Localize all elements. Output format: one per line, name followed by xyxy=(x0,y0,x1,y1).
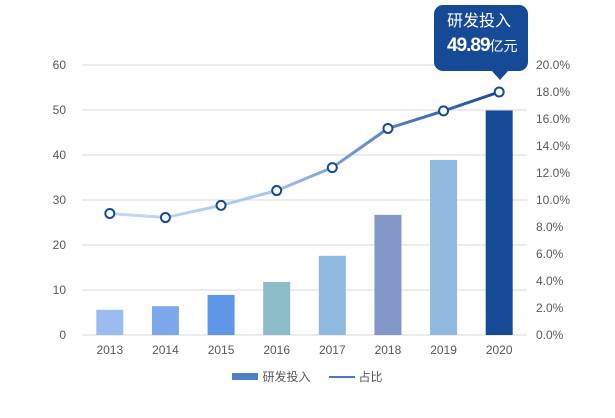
bar-2015[interactable] xyxy=(207,294,235,335)
x-axis-tick: 2014 xyxy=(152,343,179,357)
bar-2013[interactable] xyxy=(96,309,124,335)
x-axis-tick: 2020 xyxy=(486,343,513,357)
legend-line-label: 占比 xyxy=(358,370,383,384)
right-axis-tick: 12.0% xyxy=(536,166,570,180)
right-axis-tick: 4.0% xyxy=(536,274,564,288)
right-axis-tick: 6.0% xyxy=(536,247,564,261)
line-point-2019[interactable] xyxy=(438,105,450,117)
right-axis-tick: 14.0% xyxy=(536,139,570,153)
right-axis-tick: 16.0% xyxy=(536,112,570,126)
right-axis-tick: 2.0% xyxy=(536,301,564,315)
left-axis-tick: 0 xyxy=(59,328,66,342)
right-axis-tick: 18.0% xyxy=(536,85,570,99)
line-point-2016[interactable] xyxy=(271,185,283,197)
left-axis-tick: 20 xyxy=(53,238,67,252)
tooltip-number: 49.89 xyxy=(447,35,491,56)
legend-item-bar[interactable]: 研发投入 xyxy=(232,368,311,385)
chart-legend: 研发投入 占比 xyxy=(0,368,615,385)
x-axis-tick: 2016 xyxy=(263,343,290,357)
right-axis-tick: 20.0% xyxy=(536,58,570,72)
legend-bar-label: 研发投入 xyxy=(262,370,311,384)
legend-item-line[interactable]: 占比 xyxy=(328,368,383,385)
left-axis-tick: 60 xyxy=(53,58,67,72)
line-point-2015[interactable] xyxy=(215,199,227,211)
right-axis-tick: 0.0% xyxy=(536,328,564,342)
left-axis-tick: 30 xyxy=(53,193,67,207)
left-axis-tick: 50 xyxy=(53,103,67,117)
annotation-tooltip: 研发投入 49.89亿元 xyxy=(434,5,528,80)
line-point-2020[interactable] xyxy=(493,86,505,98)
line-point-2014[interactable] xyxy=(159,212,171,224)
bar-2017[interactable] xyxy=(318,255,346,335)
x-axis-tick: 2013 xyxy=(96,343,123,357)
tooltip-value: 49.89亿元 xyxy=(447,33,528,59)
left-axis-tick: 10 xyxy=(53,283,67,297)
tooltip-unit: 亿元 xyxy=(489,38,518,54)
x-axis-tick: 2018 xyxy=(375,343,402,357)
line-point-2017[interactable] xyxy=(326,162,338,174)
line-point-2013[interactable] xyxy=(104,208,116,219)
x-axis-tick: 2017 xyxy=(319,343,346,357)
bar-2019[interactable] xyxy=(430,159,458,335)
x-axis-tick: 2019 xyxy=(430,343,457,357)
bar-2018[interactable] xyxy=(374,214,402,335)
left-axis-tick: 40 xyxy=(53,148,67,162)
bar-2014[interactable] xyxy=(151,306,179,335)
tooltip-title: 研发投入 xyxy=(447,13,512,30)
bar-2020[interactable] xyxy=(485,110,513,336)
bar-swatch-icon xyxy=(232,373,259,380)
bar-2016[interactable] xyxy=(263,281,291,335)
ratio-line xyxy=(109,90,500,220)
line-point-2018[interactable] xyxy=(382,122,394,134)
line-swatch-icon xyxy=(328,375,355,378)
right-axis-tick: 10.0% xyxy=(536,193,570,207)
right-axis-tick: 8.0% xyxy=(536,220,564,234)
x-axis-tick: 2015 xyxy=(208,343,235,357)
